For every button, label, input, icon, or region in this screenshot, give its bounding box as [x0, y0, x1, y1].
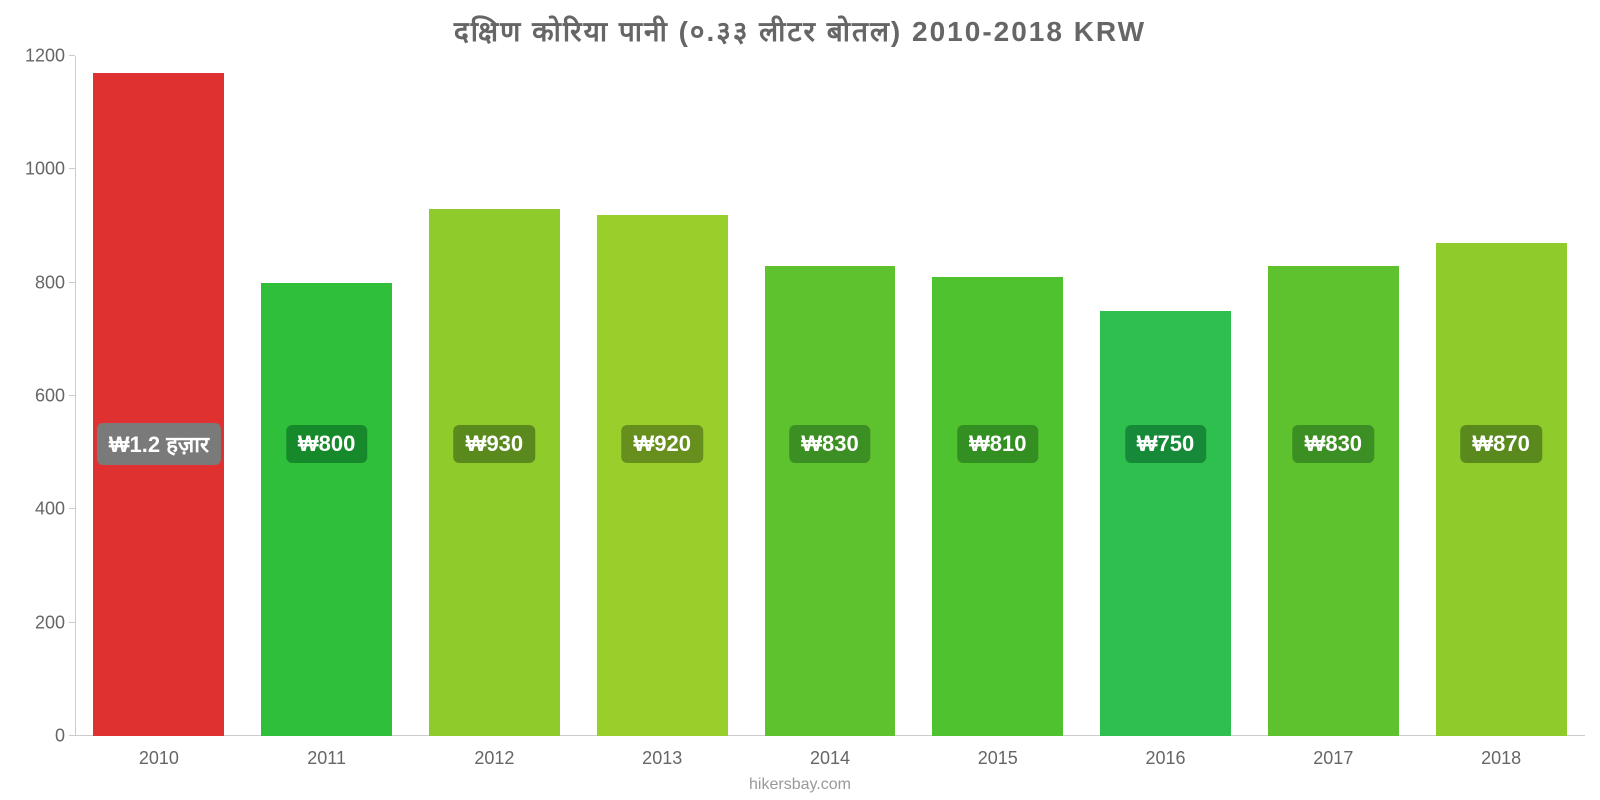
bar-slot: ₩9202013 [597, 56, 728, 736]
x-tick-label: 2016 [1146, 748, 1186, 769]
bar-value-label: ₩810 [957, 425, 1038, 463]
bar [93, 73, 224, 736]
bar-value-label: ₩750 [1125, 425, 1206, 463]
x-tick-label: 2012 [474, 748, 514, 769]
x-tick-label: 2011 [307, 748, 346, 769]
x-tick-label: 2014 [810, 748, 850, 769]
bar [261, 283, 392, 736]
x-tick-label: 2017 [1313, 748, 1353, 769]
y-tick-label: 200 [35, 612, 65, 633]
x-tick-label: 2018 [1481, 748, 1521, 769]
x-tick-label: 2010 [139, 748, 179, 769]
bar-slot: ₩8002011 [261, 56, 392, 736]
bar-value-label: ₩930 [454, 425, 535, 463]
y-tick-label: 0 [55, 726, 65, 747]
bar-slot: ₩9302012 [429, 56, 560, 736]
bars-area: ₩1.2 हज़ार2010 ₩8002011 ₩9302012 ₩9202013 ₩8… [75, 56, 1585, 736]
y-tick-label: 800 [35, 272, 65, 293]
bar-slot: ₩8102015 [932, 56, 1063, 736]
bar-value-label: ₩830 [789, 425, 870, 463]
bar [765, 266, 896, 736]
y-tick-label: 1200 [25, 46, 65, 67]
bar [597, 215, 728, 736]
y-tick-label: 400 [35, 499, 65, 520]
bar [1436, 243, 1567, 736]
x-tick-label: 2013 [642, 748, 682, 769]
bar-slot: ₩8702018 [1436, 56, 1567, 736]
bar-slot: ₩1.2 हज़ार2010 [93, 56, 224, 736]
bar-slot: ₩8302017 [1268, 56, 1399, 736]
plot-area: ₩1.2 हज़ार2010 ₩8002011 ₩9302012 ₩9202013 ₩8… [75, 56, 1585, 736]
bar-value-label: ₩800 [286, 425, 367, 463]
bar-value-label: ₩830 [1293, 425, 1374, 463]
bar [429, 209, 560, 736]
y-tick-mark [69, 282, 75, 283]
bar-slot: ₩8302014 [765, 56, 896, 736]
bar [932, 277, 1063, 736]
y-tick-mark [69, 735, 75, 736]
bar-value-label: ₩1.2 हज़ार [97, 423, 221, 465]
bar-value-label: ₩870 [1460, 425, 1541, 463]
y-tick-label: 1000 [25, 159, 65, 180]
y-tick-mark [69, 508, 75, 509]
bar [1268, 266, 1399, 736]
bar [1100, 311, 1231, 736]
y-tick-mark [69, 395, 75, 396]
y-tick-label: 600 [35, 386, 65, 407]
bar-slot: ₩7502016 [1100, 56, 1231, 736]
chart-container: दक्षिण कोरिया पानी (०.३३ लीटर बोतल) 2010… [0, 0, 1600, 800]
attribution: hikersbay.com [0, 776, 1600, 794]
y-tick-mark [69, 55, 75, 56]
chart-title: दक्षिण कोरिया पानी (०.३३ लीटर बोतल) 2010… [0, 12, 1600, 50]
bar-value-label: ₩920 [621, 425, 702, 463]
y-tick-mark [69, 168, 75, 169]
x-tick-label: 2015 [978, 748, 1018, 769]
y-tick-mark [69, 622, 75, 623]
